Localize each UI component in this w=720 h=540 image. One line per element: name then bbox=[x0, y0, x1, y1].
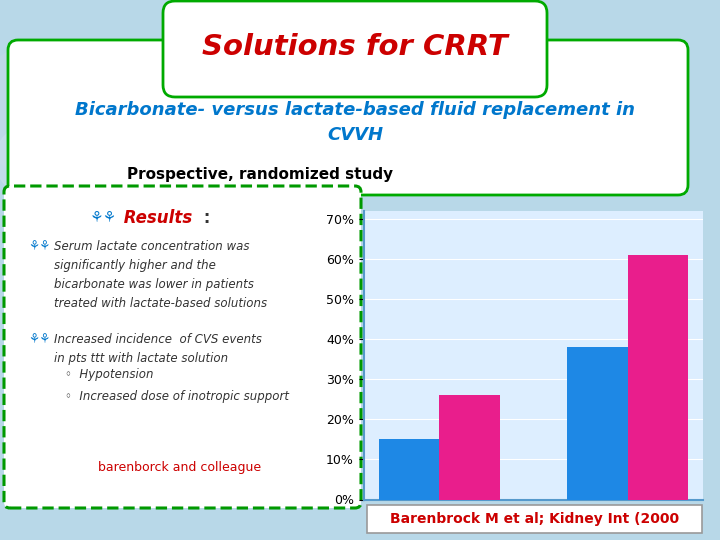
Text: ⚘⚘: ⚘⚘ bbox=[90, 211, 117, 226]
Text: Increased incidence  of CVS events
in pts ttt with lactate solution: Increased incidence of CVS events in pts… bbox=[54, 333, 262, 365]
Text: ⚘⚘: ⚘⚘ bbox=[28, 333, 50, 346]
Text: Solutions for CRRT: Solutions for CRRT bbox=[202, 33, 508, 61]
Bar bbox=[439, 395, 500, 500]
FancyBboxPatch shape bbox=[367, 505, 702, 533]
Text: :: : bbox=[198, 209, 210, 227]
FancyBboxPatch shape bbox=[8, 40, 688, 195]
Text: Bicarbonate- versus lactate-based fluid replacement in: Bicarbonate- versus lactate-based fluid … bbox=[75, 101, 635, 119]
Text: Barenbrock M et al; Kidney Int (2000: Barenbrock M et al; Kidney Int (2000 bbox=[390, 512, 679, 526]
Text: ◦  Increased dose of inotropic support: ◦ Increased dose of inotropic support bbox=[65, 390, 289, 403]
Bar bbox=[567, 347, 628, 500]
Text: Serum lactate concentration was
significantly higher and the
bicarbonate was low: Serum lactate concentration was signific… bbox=[54, 240, 267, 310]
Text: Results: Results bbox=[118, 209, 192, 227]
Circle shape bbox=[0, 45, 103, 175]
Bar bbox=[628, 255, 688, 500]
Text: CVVH: CVVH bbox=[327, 126, 383, 144]
Circle shape bbox=[0, 125, 65, 195]
FancyBboxPatch shape bbox=[4, 186, 361, 508]
Text: ◦  Hypotension: ◦ Hypotension bbox=[65, 368, 153, 381]
Bar bbox=[379, 440, 439, 500]
FancyBboxPatch shape bbox=[163, 1, 547, 97]
Text: barenborck and colleague: barenborck and colleague bbox=[99, 462, 261, 475]
Text: ⚘⚘: ⚘⚘ bbox=[28, 240, 50, 253]
Text: Prospective, randomized study: Prospective, randomized study bbox=[127, 167, 393, 183]
Circle shape bbox=[17, 87, 113, 183]
